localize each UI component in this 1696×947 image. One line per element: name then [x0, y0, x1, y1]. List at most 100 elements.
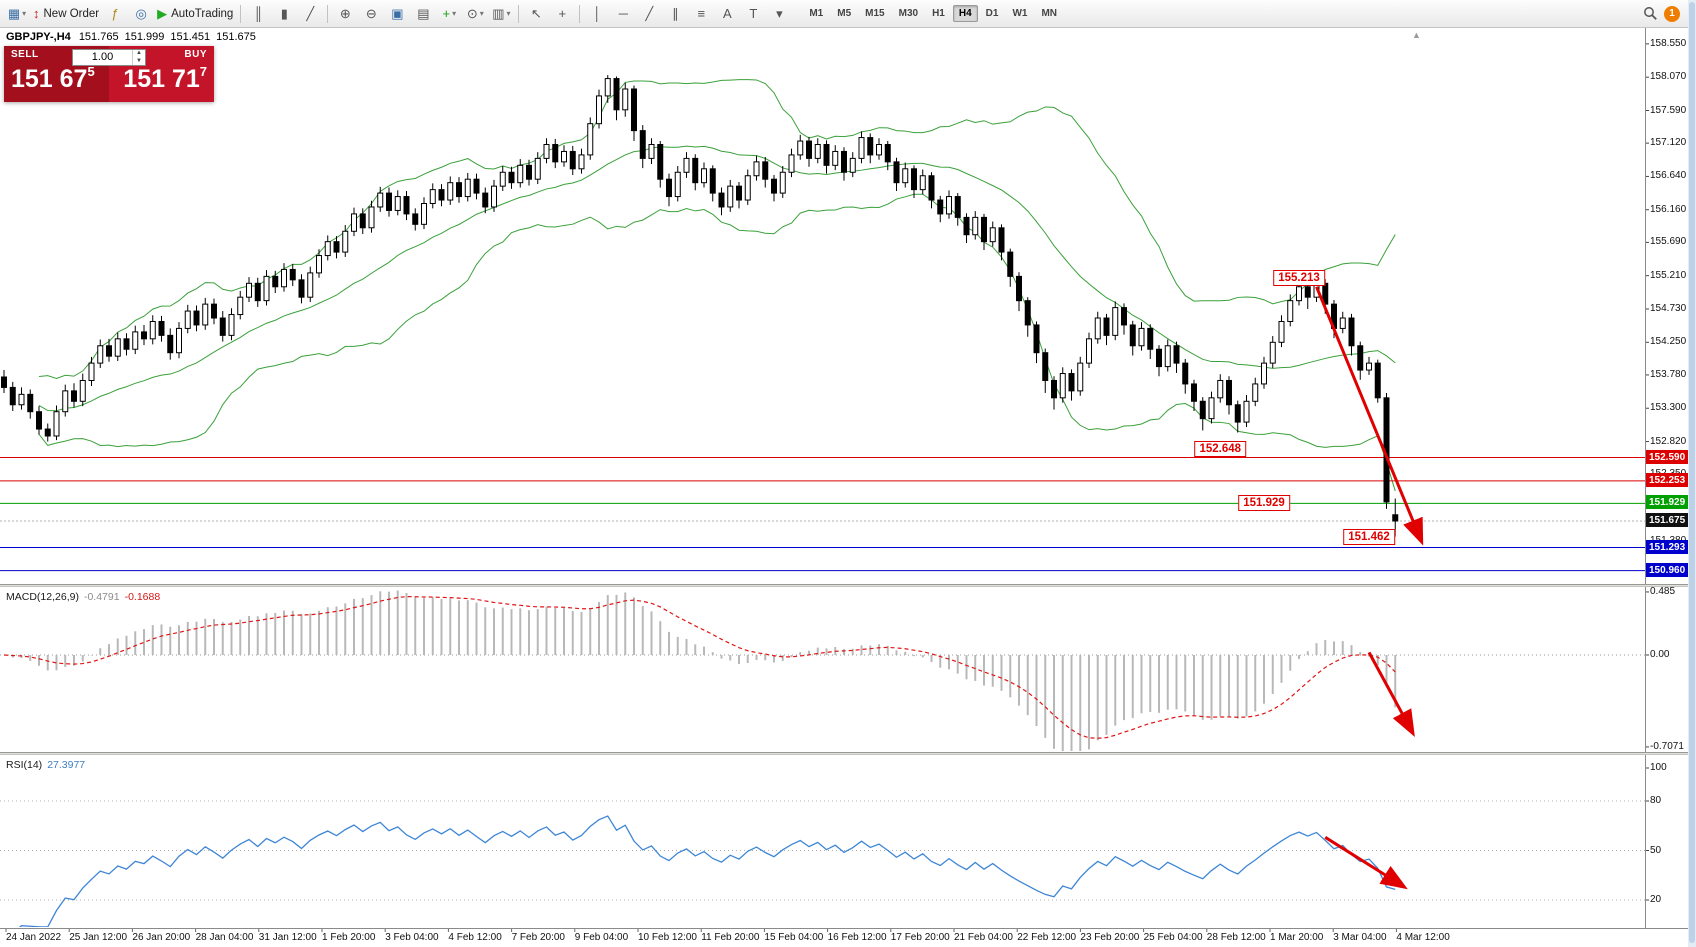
horizontal-line-button[interactable]: ─	[610, 3, 636, 25]
timeframe-button-m1[interactable]: M1	[809, 8, 824, 19]
crosshair-icon: +	[558, 6, 567, 21]
panel-separator[interactable]	[0, 584, 1688, 587]
cursor-button[interactable]: ↖	[523, 3, 549, 25]
price-axis-tag: 150.960	[1646, 562, 1692, 577]
timeframe-button-d1[interactable]: D1	[985, 8, 999, 19]
price-annotation: 155.213	[1273, 270, 1325, 287]
periods-button[interactable]: ⊙ ▾	[462, 3, 488, 25]
channel-button[interactable]: ∥	[662, 3, 688, 25]
text-label-icon: T	[749, 6, 758, 21]
panel-separator[interactable]	[0, 752, 1688, 755]
time-axis-label: 22 Feb 12:00	[1017, 932, 1077, 943]
new-chart-button[interactable]: ▦ ▾	[4, 3, 30, 25]
price-axis-tick: 153.780	[1650, 368, 1687, 380]
rsi-axis-value: 80	[1650, 795, 1662, 806]
price-axis-tag: 151.675	[1646, 513, 1692, 527]
vertical-line-button[interactable]: │	[584, 3, 610, 25]
text-label-button[interactable]: T	[740, 3, 766, 25]
ohlc-high: 151.999	[124, 31, 165, 43]
new-order-button[interactable]: ↕ New Order	[30, 3, 102, 25]
bar-chart-button[interactable]: ║	[245, 3, 271, 25]
indicators-icon: +	[442, 6, 451, 21]
price-annotation: 151.462	[1343, 528, 1395, 545]
timeframe-button-m30[interactable]: M30	[898, 8, 919, 19]
time-axis-label: 21 Feb 04:00	[954, 932, 1013, 943]
zoom-in-button[interactable]: ⊕	[332, 3, 358, 25]
expert-advisors-button[interactable]: ƒ	[102, 3, 128, 25]
price-axis-tick: 152.820	[1650, 435, 1687, 447]
bar-chart-icon: ║	[253, 6, 263, 21]
timeframe-button-m15[interactable]: M15	[865, 8, 885, 19]
price-axis-tag: 152.590	[1646, 449, 1692, 464]
sell-price: 151 675	[11, 64, 95, 93]
timeframe-button-h4[interactable]: H4	[952, 5, 978, 22]
price-axis-tick: 158.070	[1650, 71, 1687, 83]
time-axis-label: 9 Feb 04:00	[574, 932, 629, 943]
volume-down-icon[interactable]: ▼	[136, 57, 142, 64]
crosshair-button[interactable]: +	[549, 3, 575, 25]
zoom-out-button[interactable]: ⊖	[358, 3, 384, 25]
macd-axis-value: 0.485	[1650, 585, 1676, 597]
time-axis-divider	[0, 928, 1688, 929]
cursor-icon: ↖	[530, 6, 542, 21]
text-button[interactable]: A	[714, 3, 740, 25]
autotrading-label: AutoTrading	[171, 7, 234, 20]
price-axis-tick: 156.160	[1650, 203, 1687, 215]
time-axis-label: 23 Feb 20:00	[1080, 932, 1140, 943]
candlestick-chart-icon: ▮	[280, 6, 288, 21]
auto-arrange-icon: ▤	[417, 6, 430, 21]
toolbar-separator	[327, 4, 329, 23]
vertical-scrollbar[interactable]	[1688, 0, 1696, 947]
timeframe-button-m5[interactable]: M5	[837, 8, 852, 19]
time-axis-label: 28 Jan 04:00	[195, 932, 254, 943]
volume-spinner[interactable]: ▲ ▼	[132, 50, 145, 65]
time-axis-label: 17 Feb 20:00	[890, 932, 950, 943]
chevron-down-icon: ▾	[479, 9, 484, 18]
expert-advisors-icon: ƒ	[111, 6, 119, 21]
tile-windows-button[interactable]: ▣	[384, 3, 410, 25]
time-axis-label: 15 Feb 04:00	[764, 932, 824, 943]
auto-arrange-button[interactable]: ▤	[410, 3, 436, 25]
zoom-out-icon: ⊖	[365, 6, 377, 21]
search-icon[interactable]	[1643, 6, 1658, 21]
price-axis-tick: 153.300	[1650, 402, 1687, 414]
text-icon: A	[723, 6, 732, 21]
autotrading-button[interactable]: ▶ AutoTrading	[154, 3, 236, 25]
shapes-button[interactable]: ▾	[766, 3, 792, 25]
time-axis-label: 4 Feb 12:00	[448, 932, 502, 943]
autotrading-icon: ▶	[157, 6, 168, 21]
trendline-button[interactable]: ╱	[636, 3, 662, 25]
candlestick-chart-button[interactable]: ▮	[271, 3, 297, 25]
rsi-axis-value: 50	[1650, 844, 1662, 856]
toolbar-buttons: ▦ ▾ ↕ New Order ƒ ◎ ▶ AutoTrading ║ ▮ ╱ ⊕ ⊖ ▣ ▤ + ▾ ⊙ ▾ ▥ ▾ ↖…	[4, 3, 792, 25]
timeframe-button-h1[interactable]: H1	[932, 8, 945, 19]
price-axis-divider	[1645, 28, 1646, 929]
templates-icon: ▥	[492, 6, 505, 21]
time-axis-label: 16 Feb 12:00	[827, 932, 887, 943]
time-axis-label: 28 Feb 12:00	[1206, 932, 1266, 943]
templates-button[interactable]: ▥ ▾	[488, 3, 514, 25]
price-axis-tick: 157.590	[1650, 104, 1687, 116]
timeframe-button-w1[interactable]: W1	[1012, 8, 1028, 19]
shapes-icon: ▾	[776, 6, 783, 21]
volume-input[interactable]: 1.00 ▲ ▼	[72, 49, 146, 66]
chart-plot-area[interactable]	[0, 28, 1645, 928]
notification-badge[interactable]: 1	[1664, 5, 1680, 22]
ohlc-open: 151.765	[78, 31, 119, 43]
indicators-button[interactable]: + ▾	[436, 3, 462, 25]
macd-axis-value: 0.00	[1650, 649, 1670, 660]
trendline-icon: ╱	[645, 6, 654, 21]
price-axis-tick: 155.210	[1650, 269, 1687, 281]
time-axis-label: 24 Jan 2022	[6, 932, 62, 943]
rsi-axis-value: 20	[1650, 894, 1662, 905]
fibonacci-button[interactable]: ≡	[688, 3, 714, 25]
volume-up-icon[interactable]: ▲	[136, 50, 142, 56]
toolbar-separator	[579, 4, 581, 23]
timeframe-button-mn[interactable]: MN	[1041, 8, 1058, 19]
scrollbar-thumb[interactable]	[1689, 2, 1695, 943]
time-axis-label: 4 Mar 12:00	[1396, 932, 1450, 943]
time-axis-label: 7 Feb 20:00	[511, 932, 565, 943]
market-watch-button[interactable]: ◎	[128, 3, 154, 25]
time-axis-label: 11 Feb 20:00	[701, 932, 760, 943]
line-chart-button[interactable]: ╱	[297, 3, 323, 25]
